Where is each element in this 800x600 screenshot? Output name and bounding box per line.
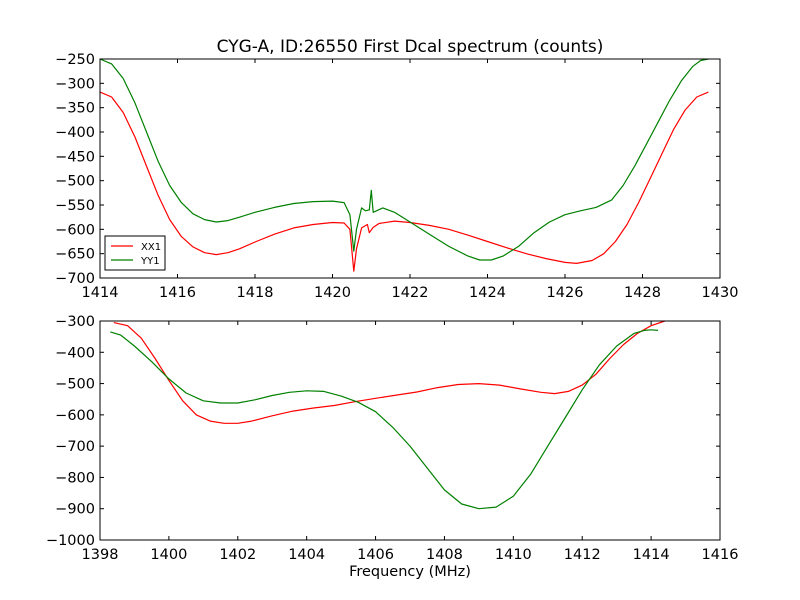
y-tick-label: −400	[55, 345, 95, 361]
x-tick-label: 1412	[564, 547, 601, 563]
y-tick-label: −650	[55, 247, 95, 263]
x-tick-label: 1400	[150, 547, 187, 563]
x-tick-label: 1428	[624, 285, 661, 301]
x-tick-label: 1414	[82, 285, 119, 301]
x-tick-label: 1406	[357, 547, 394, 563]
y-tick-label: −550	[55, 198, 95, 214]
y-tick-label: −400	[55, 125, 95, 141]
top-plot-panel: 1414 1416 1418 1420 1422 1424 1426 1428 1430 −250…	[55, 52, 738, 301]
x-tick-label: 1420	[314, 285, 351, 301]
y-tick-label: −450	[55, 149, 95, 165]
y-tick-label: −1000	[46, 533, 95, 549]
y-tick-label: −250	[55, 52, 95, 68]
bottom-plot-panel: 1398 1400 1402 1404 1406 1408 1410 1412 1414 1416…	[46, 314, 739, 563]
legend-box	[104, 235, 166, 271]
x-axis-label: Frequency (MHz)	[349, 564, 471, 580]
x-tick-label: 1418	[237, 285, 274, 301]
y-tick-label: −600	[55, 222, 95, 238]
y-tick-label: −350	[55, 101, 95, 117]
legend-label-xx1: XX1	[141, 242, 161, 253]
legend-label-yy1: YY1	[140, 256, 160, 267]
x-tick-label: 1404	[288, 547, 325, 563]
chart-title: CYG-A, ID:26550 First Dcal spectrum (cou…	[217, 37, 604, 57]
x-tick-label: 1414	[633, 547, 670, 563]
y-tick-label: −600	[55, 408, 95, 424]
x-tick-label: 1426	[547, 285, 584, 301]
x-tick-label: 1422	[392, 285, 429, 301]
plot-frame	[99, 320, 721, 541]
x-tick-label: 1424	[469, 285, 506, 301]
x-tick-label: 1402	[219, 547, 256, 563]
y-tick-label: −300	[55, 76, 95, 92]
y-tick-label: −700	[55, 439, 95, 455]
x-tick-label: 1430	[702, 285, 739, 301]
y-tick-label: −500	[55, 377, 95, 393]
series-line-yy1	[99, 58, 709, 261]
x-tick-label: 1408	[426, 547, 463, 563]
x-tick-label: 1416	[159, 285, 196, 301]
series-line-yy1	[110, 329, 659, 510]
y-tick-label: −700	[55, 271, 95, 287]
x-tick-label: 1416	[702, 547, 739, 563]
y-tick-label: −900	[55, 502, 95, 518]
series-line-xx1	[99, 91, 709, 272]
y-tick-label: −800	[55, 470, 95, 486]
y-tick-label: −300	[55, 314, 95, 330]
y-tick-label: −500	[55, 174, 95, 190]
x-tick-label: 1410	[495, 547, 532, 563]
x-tick-label: 1398	[82, 547, 119, 563]
